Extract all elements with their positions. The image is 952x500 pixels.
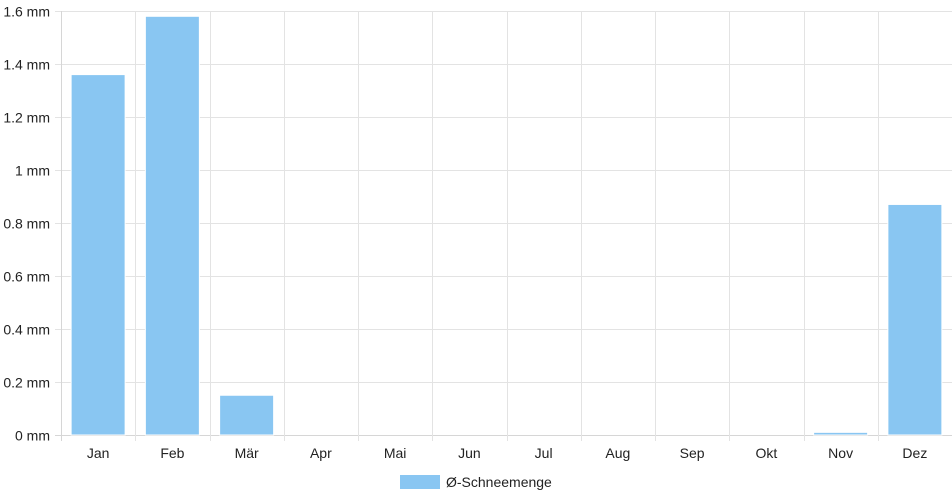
y-tick-label: 0.8 mm	[3, 216, 50, 232]
y-tick-label: 1.4 mm	[3, 57, 50, 73]
y-tick-label: 0.2 mm	[3, 375, 50, 391]
chart-grid	[55, 11, 952, 441]
x-tick-label: Okt	[755, 445, 777, 461]
bar-Dez[interactable]	[887, 203, 943, 436]
x-tick-label: Aug	[605, 445, 630, 461]
x-tick-label: Feb	[160, 445, 184, 461]
y-axis-tick-labels: 0 mm 0.2 mm 0.4 mm 0.6 mm 0.8 mm 1 mm 1.2 mm 1.…	[3, 4, 50, 444]
chart-bars	[70, 15, 943, 436]
chart-legend[interactable]: Ø-Schneemenge	[400, 474, 552, 490]
y-tick-label: 0.4 mm	[3, 322, 50, 338]
bar-Nov[interactable]	[813, 431, 869, 436]
x-tick-label: Mär	[235, 445, 259, 461]
x-tick-label: Mai	[384, 445, 407, 461]
y-tick-label: 1 mm	[15, 163, 50, 179]
legend-swatch	[400, 475, 440, 489]
x-tick-label: Nov	[828, 445, 853, 461]
x-tick-label: Apr	[310, 445, 332, 461]
y-tick-label: 1.2 mm	[3, 110, 50, 126]
y-tick-label: 0.6 mm	[3, 269, 50, 285]
bar-Feb[interactable]	[144, 15, 200, 436]
bar-Mär[interactable]	[219, 394, 275, 436]
x-tick-label: Jan	[87, 445, 110, 461]
x-tick-label: Jun	[458, 445, 481, 461]
x-axis-tick-labels: Jan Feb Mär Apr Mai Jun Jul Aug Sep Okt Nov Dez	[87, 445, 927, 461]
x-tick-label: Dez	[902, 445, 927, 461]
y-tick-label: 1.6 mm	[3, 4, 50, 20]
y-tick-label: 0 mm	[15, 428, 50, 444]
legend-label: Ø-Schneemenge	[446, 474, 552, 490]
x-tick-label: Sep	[680, 445, 705, 461]
bar-Jan[interactable]	[70, 74, 126, 436]
x-tick-label: Jul	[535, 445, 553, 461]
